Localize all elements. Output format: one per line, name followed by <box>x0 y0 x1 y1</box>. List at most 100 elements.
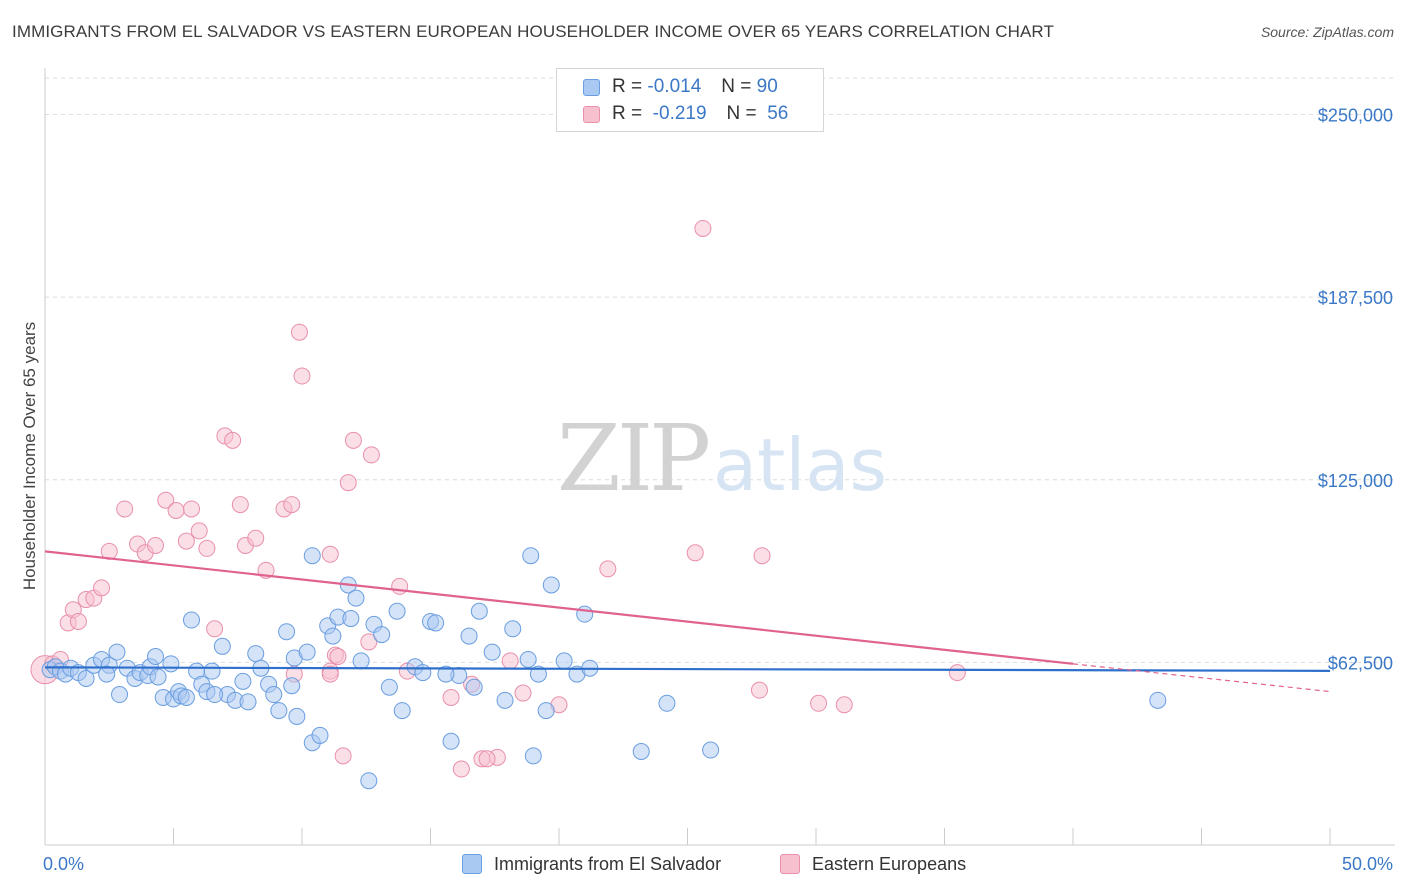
data-point <box>514 684 532 702</box>
legend-n-label: N = <box>721 76 752 97</box>
data-point <box>290 323 308 341</box>
data-point <box>270 702 288 720</box>
bottom-legend-label: Eastern Europeans <box>812 853 967 874</box>
data-point <box>470 602 488 620</box>
data-point <box>213 637 231 655</box>
data-point <box>694 219 712 237</box>
data-point <box>344 431 362 449</box>
trend-line-eastern-europeans <box>44 550 1074 665</box>
data-point <box>162 655 180 673</box>
trend-line-eastern-europeans-extension <box>1072 663 1331 693</box>
data-point <box>686 544 704 562</box>
watermark: ZIP atlas <box>557 405 887 512</box>
data-point <box>321 665 339 683</box>
data-point <box>239 693 257 711</box>
data-point <box>542 576 560 594</box>
y-tick-label: $187,500 <box>1318 288 1393 308</box>
source-label: Source: ZipAtlas.com <box>1260 24 1394 40</box>
legend-n-label: N = <box>726 103 757 124</box>
data-point <box>352 652 370 670</box>
y-axis-label: Householder Income Over 65 years <box>20 322 39 590</box>
data-point <box>478 750 496 768</box>
data-point <box>360 772 378 790</box>
data-point <box>537 702 555 720</box>
legend-row-eastern-europeans: R = -0.219 N = 56 <box>583 102 788 126</box>
data-point <box>442 688 460 706</box>
legend-row-el-salvador: R = -0.014 N = 90 <box>583 75 778 99</box>
data-point <box>342 610 360 628</box>
data-point <box>810 694 828 712</box>
data-point <box>321 545 339 563</box>
x-tick-label-min: 0.0% <box>43 854 84 874</box>
y-tick-label: $125,000 <box>1318 471 1393 491</box>
data-point <box>702 741 720 759</box>
data-point <box>519 650 537 668</box>
data-point <box>198 539 216 557</box>
data-point <box>190 522 208 540</box>
data-point <box>278 623 296 641</box>
bottom-legend-eastern-europeans: Eastern Europeans <box>780 852 966 876</box>
data-point <box>157 491 175 509</box>
legend-swatch-blue <box>583 78 600 96</box>
legend-swatch-pink <box>583 105 600 123</box>
data-point <box>303 547 321 565</box>
data-point <box>522 547 540 565</box>
legend-r-label: R = <box>612 76 643 97</box>
data-point <box>460 627 478 645</box>
data-point <box>339 474 357 492</box>
data-point <box>247 645 265 663</box>
data-point <box>224 431 242 449</box>
y-tick-label: $250,000 <box>1318 106 1393 126</box>
data-point <box>483 643 501 661</box>
data-point <box>177 532 195 550</box>
data-point <box>329 648 347 666</box>
data-point <box>360 633 378 651</box>
bottom-legend-el-salvador: Immigrants from El Salvador <box>462 852 721 876</box>
data-point <box>391 577 409 595</box>
data-point <box>98 665 116 683</box>
data-point <box>347 589 365 607</box>
data-point <box>437 665 455 683</box>
data-point <box>234 672 252 690</box>
data-point <box>203 662 221 680</box>
data-point <box>948 664 966 682</box>
data-point <box>632 742 650 760</box>
tick-labels: $62,500 $125,000 $187,500 $250,000 0.0% 50.0% <box>43 106 1393 874</box>
data-point <box>108 643 126 661</box>
data-point <box>283 496 301 514</box>
data-point <box>206 686 224 704</box>
data-point <box>93 579 111 597</box>
data-point <box>555 652 573 670</box>
data-point <box>283 677 301 695</box>
data-point <box>293 367 311 385</box>
data-point <box>288 707 306 725</box>
legend-n-value: 90 <box>756 76 778 97</box>
data-point <box>835 696 853 714</box>
data-point <box>529 665 547 683</box>
data-point <box>311 726 329 744</box>
trend-lines <box>44 550 1331 693</box>
data-point <box>69 612 87 630</box>
data-point <box>496 691 514 709</box>
legend: R = -0.014 N = 90 R = -0.219 N = 56 <box>556 68 824 132</box>
data-point <box>362 446 380 464</box>
data-point <box>77 669 95 687</box>
data-point <box>501 652 519 670</box>
legend-n-value: 56 <box>767 103 789 124</box>
data-point <box>393 702 411 720</box>
grid-lines <box>45 77 1395 663</box>
data-point <box>182 500 200 518</box>
legend-r-value: -0.014 <box>647 76 702 97</box>
y-tick-label: $62,500 <box>1328 653 1393 673</box>
data-point <box>465 678 483 696</box>
data-point <box>1149 691 1167 709</box>
legend-r-label: R = <box>612 103 643 124</box>
data-point <box>111 686 129 704</box>
data-point <box>753 547 771 565</box>
data-point <box>298 643 316 661</box>
data-point <box>576 605 594 623</box>
series-immigrants-el-salvador <box>41 547 1167 790</box>
data-point <box>504 620 522 638</box>
data-point <box>388 602 406 620</box>
